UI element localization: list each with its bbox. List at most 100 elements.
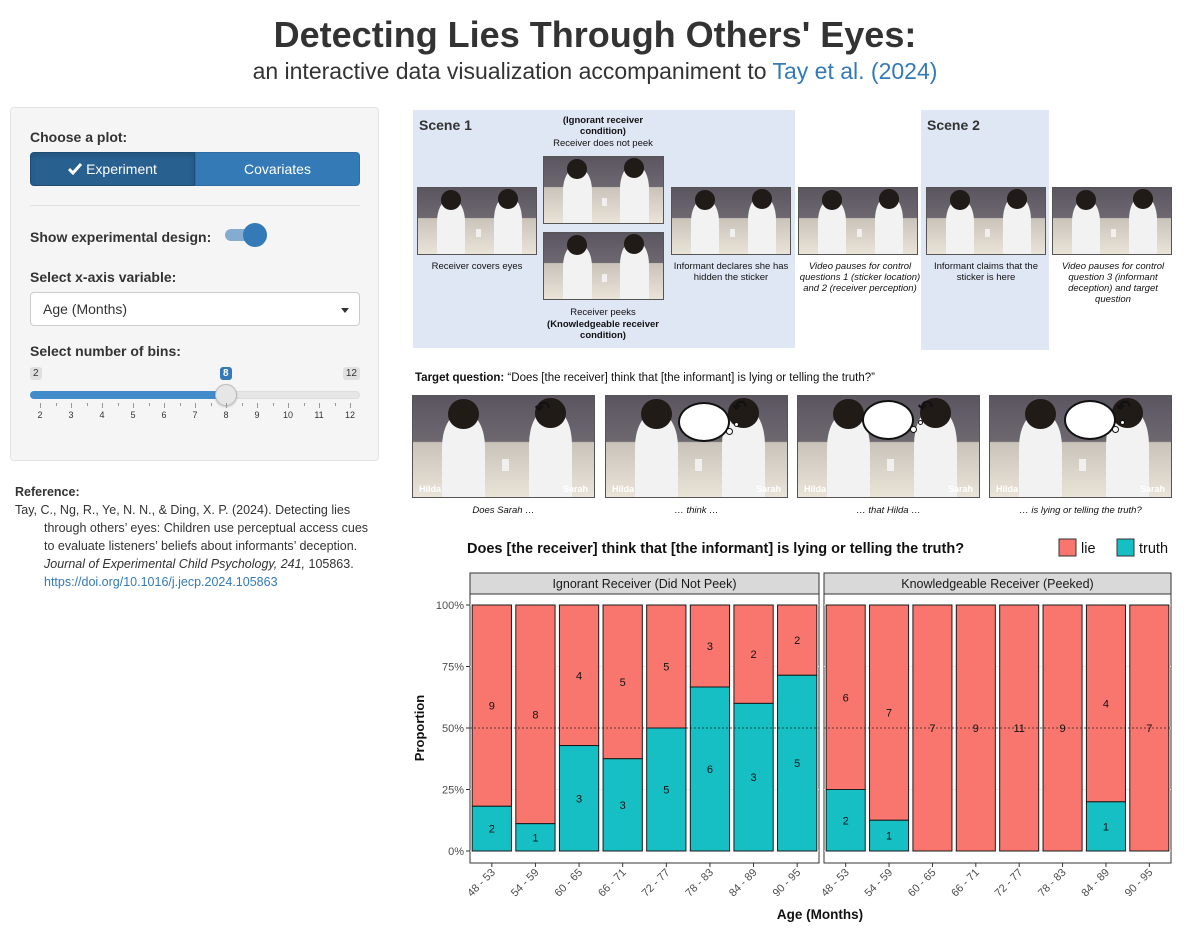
x-tick-label: 48 - 53 xyxy=(465,867,498,900)
x-tick-label: 90 - 95 xyxy=(1123,867,1156,900)
photo-declares xyxy=(671,187,791,255)
reference: Reference: Tay, C., Ng, R., Ye, N. N., &… xyxy=(15,483,377,591)
control-panel: Choose a plot: Experiment Covariates Sho… xyxy=(10,107,379,461)
show-design-toggle[interactable] xyxy=(225,223,269,247)
photo-peeks xyxy=(543,232,664,300)
thought-bubble-icon xyxy=(1064,400,1116,440)
x-tick-label: 84 - 89 xyxy=(727,867,760,900)
results-chart: Does [the receiver] think that [the info… xyxy=(405,535,1185,930)
slider-tick xyxy=(210,403,212,406)
x-tick-label: 90 - 95 xyxy=(771,867,804,900)
bar-truth xyxy=(602,758,643,852)
reference-text: Tay, C., Ng, R., Ye, N. N., & Ding, X. P… xyxy=(15,503,369,553)
thought-arrow-icon: ↶ xyxy=(1116,397,1132,417)
photo-claims xyxy=(926,187,1046,255)
reference-body: Tay, C., Ng, R., Ye, N. N., & Ding, X. P… xyxy=(15,501,377,591)
slider-tick xyxy=(133,403,134,408)
bar-lie xyxy=(515,604,556,825)
name-left: Hilda xyxy=(804,484,827,494)
x-tick-label: 60 - 65 xyxy=(906,867,939,900)
slider-tick xyxy=(241,403,243,406)
photo-pause1 xyxy=(798,187,918,255)
y-tick-label: 25% xyxy=(442,785,464,797)
x-tick-label: 84 - 89 xyxy=(1079,867,1112,900)
slider-tick xyxy=(40,403,41,408)
tq-photo-2: ↶ Hilda Sarah xyxy=(605,395,788,498)
slider-value-label: 8 xyxy=(220,367,232,380)
photo-covers-eyes xyxy=(417,187,537,255)
tq-photo-1: ↶ Hilda Sarah xyxy=(412,395,595,498)
y-tick-label: 0% xyxy=(448,846,464,858)
bar-label-lie: 8 xyxy=(532,709,538,721)
covariates-button[interactable]: Covariates xyxy=(195,152,360,186)
target-question-text: “Does [the receiver] think that [the inf… xyxy=(504,372,875,384)
slider-tick xyxy=(102,403,103,408)
tq-caption-4: … is lying or telling the truth? xyxy=(1019,505,1142,516)
caption-peeks: Receiver peeks xyxy=(570,307,636,318)
y-tick-label: 50% xyxy=(442,723,464,735)
experimental-design-figure: Scene 1 Scene 2 (Ignorant receiver condi… xyxy=(410,108,1180,523)
slider-tick-label: 6 xyxy=(161,410,167,420)
bins-slider[interactable]: 2 12 8 2 3 4 5 6 7 8 9 10 11 12 xyxy=(30,365,360,425)
name-left: Hilda xyxy=(996,484,1019,494)
caption-knowledgeable: (Knowledgeable receiver condition) xyxy=(547,319,659,341)
slider-max-label: 12 xyxy=(342,367,360,380)
bar-label-lie: 9 xyxy=(1060,723,1066,735)
thought-arrow-icon: ↶ xyxy=(918,397,934,417)
slider-tick-label: 5 xyxy=(130,410,136,420)
slider-tick xyxy=(272,403,274,406)
bar-label-truth: 1 xyxy=(886,831,892,843)
x-tick-label: 72 - 77 xyxy=(993,867,1026,900)
slider-tick xyxy=(86,403,88,406)
name-right: Sarah xyxy=(755,484,781,494)
slider-tick-label: 3 xyxy=(68,410,74,420)
slider-tick xyxy=(350,403,351,408)
bar-label-lie: 7 xyxy=(886,708,892,720)
slider-tick-label: 12 xyxy=(344,410,356,420)
covariates-button-label: Covariates xyxy=(244,161,311,177)
paper-link[interactable]: Tay et al. (2024) xyxy=(772,58,938,84)
choose-plot-label: Choose a plot: xyxy=(30,129,128,145)
caption-pause1: Video pauses for control questions 1 (st… xyxy=(799,261,921,294)
bar-label-truth: 1 xyxy=(532,832,538,844)
name-right: Sarah xyxy=(947,484,973,494)
bar-lie xyxy=(1085,604,1126,803)
page-title: Detecting Lies Through Others' Eyes: xyxy=(273,14,917,55)
bar-truth xyxy=(825,789,866,852)
x-tick-label: 72 - 77 xyxy=(640,867,673,900)
bar-label-truth: 3 xyxy=(576,793,582,805)
x-tick-label: 60 - 65 xyxy=(552,867,585,900)
experiment-button[interactable]: Experiment xyxy=(30,152,195,186)
x-tick-label: 66 - 71 xyxy=(949,867,982,900)
slider-tick xyxy=(226,403,227,408)
slider-tick-label: 4 xyxy=(99,410,105,420)
doi-link[interactable]: https://doi.org/10.1016/j.jecp.2024.1058… xyxy=(44,575,278,589)
photo-pause2 xyxy=(1052,187,1172,255)
slider-tick xyxy=(319,403,320,408)
bar-label-lie: 5 xyxy=(620,677,626,689)
facet-label: Knowledgeable Receiver (Peeked) xyxy=(901,577,1093,591)
bar-label-truth: 2 xyxy=(843,815,849,827)
bar-truth xyxy=(689,686,731,852)
name-right: Sarah xyxy=(1139,484,1165,494)
bar-label-lie: 9 xyxy=(489,701,495,713)
x-tick-label: 48 - 53 xyxy=(819,867,852,900)
subtitle-text: an interactive data visualization accomp… xyxy=(252,58,773,84)
bar-lie xyxy=(689,604,731,688)
legend-swatch-lie xyxy=(1058,538,1077,557)
thought-arrow-icon: ↶ xyxy=(732,397,748,417)
slider-tick xyxy=(303,403,305,406)
check-icon xyxy=(68,163,83,175)
legend-label-truth: truth xyxy=(1139,541,1168,557)
slider-tick xyxy=(195,403,196,408)
bar-label-truth: 5 xyxy=(794,758,800,770)
bar-truth xyxy=(515,823,556,852)
bar-lie xyxy=(869,604,910,821)
bar-label-truth: 6 xyxy=(707,764,713,776)
slider-tick-label: 10 xyxy=(282,410,294,420)
tq-caption-2: … think … xyxy=(674,505,719,516)
tq-caption-1: Does Sarah … xyxy=(472,505,535,516)
photo-no-peek xyxy=(543,156,664,224)
xaxis-select[interactable]: Age (Months) xyxy=(30,292,360,326)
legend-swatch-truth xyxy=(1116,538,1135,557)
